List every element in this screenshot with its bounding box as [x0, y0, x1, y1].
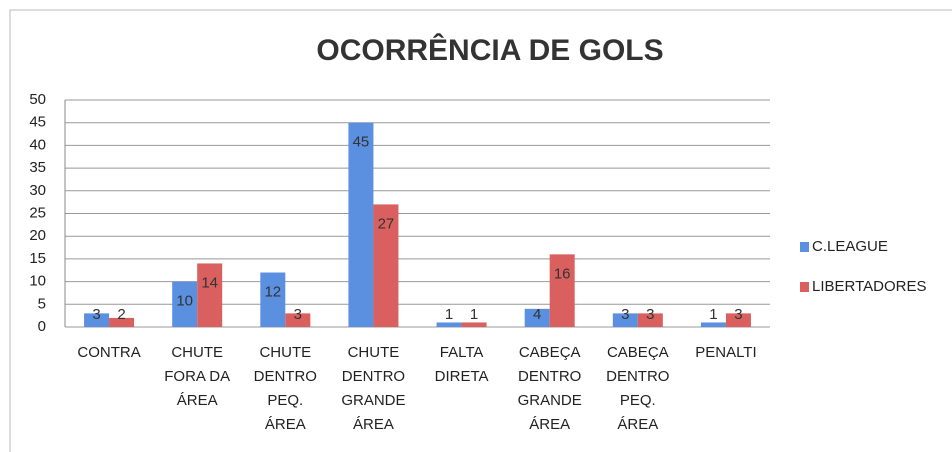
data-label: 3	[621, 306, 629, 323]
data-label: 14	[201, 274, 218, 291]
bar	[637, 313, 663, 327]
bar	[612, 313, 638, 327]
bar	[285, 313, 311, 327]
chart-title: OCORRÊNCIA DE GOLS	[316, 33, 663, 67]
y-tick-label: 20	[29, 227, 46, 244]
bar	[109, 317, 135, 327]
data-label: 3	[734, 306, 742, 323]
data-label: 10	[176, 293, 193, 310]
bar	[436, 322, 462, 327]
bar	[172, 281, 198, 327]
data-label: 3	[92, 306, 100, 323]
x-tick-label: CABEÇA DENTRO PEQ. ÁREA	[606, 344, 670, 433]
legend-label: C.LEAGUE	[812, 238, 888, 255]
legend-swatch	[800, 242, 809, 252]
bar	[348, 122, 374, 327]
x-tick-label: CHUTE DENTRO GRANDE ÁREA	[341, 344, 406, 433]
data-label: 3	[294, 306, 302, 323]
x-tick-label: CHUTE FORA DA ÁREA	[164, 344, 231, 409]
bar	[373, 204, 399, 327]
bar	[700, 322, 726, 327]
data-label: 12	[264, 283, 281, 300]
bar	[260, 272, 286, 327]
data-label: 1	[445, 306, 453, 323]
data-label: 4	[533, 306, 541, 323]
y-tick-label: 0	[38, 318, 46, 335]
data-label: 27	[378, 215, 395, 232]
y-tick-label: 40	[29, 136, 46, 153]
data-label: 1	[709, 306, 717, 323]
bar	[461, 322, 487, 327]
x-tick-label: PENALTI	[695, 344, 757, 361]
bar	[84, 313, 110, 327]
y-tick-label: 25	[29, 204, 46, 221]
bar	[725, 313, 751, 327]
x-tick-label: CABEÇA DENTRO GRANDE ÁREA	[517, 344, 582, 433]
legend-label: LIBERTADORES	[812, 278, 926, 295]
y-tick-label: 45	[29, 114, 46, 131]
y-tick-label: 10	[29, 273, 46, 290]
data-label: 1	[470, 306, 478, 323]
y-tick-label: 50	[29, 91, 46, 108]
x-tick-label: FALTA DIRETA	[434, 344, 489, 385]
y-tick-label: 30	[29, 182, 46, 199]
bar	[197, 263, 223, 327]
data-label: 45	[353, 134, 370, 151]
y-tick-label: 15	[29, 250, 46, 267]
data-label: 3	[646, 306, 654, 323]
bar	[549, 254, 575, 327]
x-tick-label: CHUTE DENTRO PEQ. ÁREA	[253, 344, 317, 433]
data-label: 2	[117, 306, 125, 323]
x-tick-label: CONTRA	[77, 344, 141, 361]
legend-swatch	[800, 282, 809, 292]
y-tick-label: 5	[38, 295, 46, 312]
chart-frame	[9, 9, 952, 452]
bar	[524, 308, 550, 327]
data-label: 16	[554, 265, 571, 282]
y-tick-label: 35	[29, 159, 46, 176]
